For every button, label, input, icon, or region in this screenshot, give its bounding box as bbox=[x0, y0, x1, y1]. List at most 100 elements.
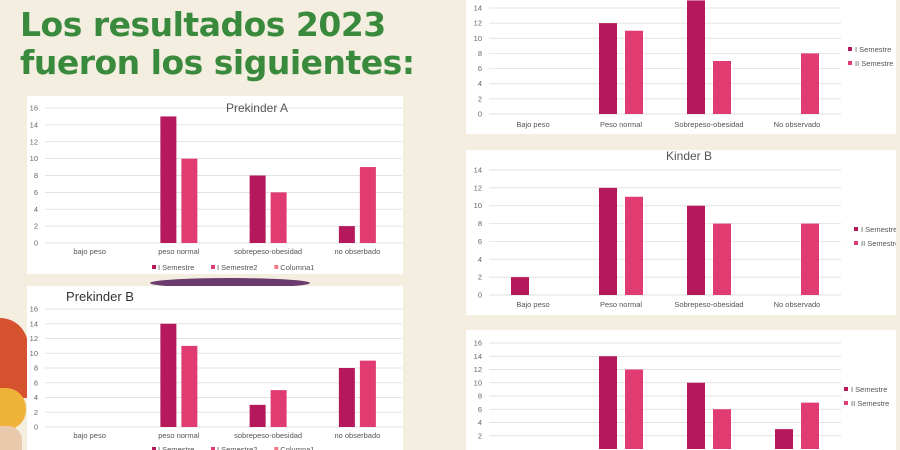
y-tick-label: 2 bbox=[34, 408, 38, 417]
y-tick-label: 12 bbox=[474, 365, 482, 374]
chart-title: Prekinder B bbox=[66, 289, 134, 304]
bar-prekinder-b-0-2 bbox=[249, 404, 266, 427]
y-tick-label: 10 bbox=[474, 34, 482, 43]
legend-label: I Semestre bbox=[158, 263, 194, 272]
chart-kinder-c: 2 4 6 8 10 12 14 16 I Semestre II Semestre bbox=[474, 339, 889, 449]
bar-prekinder-b-1-1 bbox=[181, 345, 198, 427]
y-tick-label: 4 bbox=[478, 79, 482, 88]
y-tick-label: 14 bbox=[30, 319, 38, 328]
bar-kinder-b-0-0 bbox=[511, 277, 529, 295]
legend-swatch bbox=[152, 265, 156, 269]
category-label: Bajo peso bbox=[516, 120, 549, 129]
y-tick-label: 2 bbox=[34, 222, 38, 231]
y-tick-label: 8 bbox=[478, 219, 482, 228]
category-label: No observado bbox=[774, 300, 821, 309]
y-tick-label: 2 bbox=[478, 431, 482, 440]
y-tick-label: 12 bbox=[474, 183, 482, 192]
bar-prekinder-a-0-1 bbox=[160, 116, 177, 243]
legend-swatch bbox=[274, 265, 279, 269]
category-label: Sobrepeso-obesidad bbox=[674, 300, 743, 309]
legend-label: I Semestre bbox=[855, 45, 891, 54]
y-tick-label: 14 bbox=[474, 352, 482, 361]
y-tick-label: 4 bbox=[478, 418, 482, 427]
legend-label: Columna1 bbox=[280, 445, 314, 450]
bar-kinder-c-0-1 bbox=[599, 356, 617, 449]
decorative-shapes bbox=[0, 318, 28, 450]
y-tick-label: 8 bbox=[34, 364, 38, 373]
bar-kinder-a-0-1 bbox=[599, 23, 617, 115]
bar-kinder-c-1-1 bbox=[625, 369, 643, 449]
bar-kinder-a-1-2 bbox=[713, 61, 731, 114]
y-tick-label: 12 bbox=[30, 334, 38, 343]
bar-prekinder-b-0-1 bbox=[160, 323, 177, 427]
y-tick-label: 4 bbox=[478, 255, 482, 264]
y-tick-label: 0 bbox=[34, 423, 38, 432]
chart-title: Prekinder A bbox=[226, 101, 288, 115]
legend-swatch bbox=[211, 265, 215, 269]
chart-kinder-b: 0 2 4 6 8 10 12 14 Kinder B Bajo peso Peso normal S… bbox=[474, 150, 896, 309]
legend-label: I Semestre2 bbox=[217, 445, 257, 450]
legend-label: I Semestre bbox=[861, 225, 896, 234]
category-label: No observado bbox=[774, 120, 821, 129]
bar-kinder-b-1-1 bbox=[625, 196, 643, 295]
legend-label: II Semestre bbox=[851, 399, 889, 408]
heading-line-1: Los resultados 2023 bbox=[20, 5, 386, 44]
legend-swatch bbox=[274, 447, 279, 450]
legend-swatch bbox=[854, 241, 858, 245]
legend-swatch bbox=[848, 61, 852, 65]
y-tick-label: 12 bbox=[474, 19, 482, 28]
chart-panel-kinder-a: 0 2 4 6 8 10 12 14 Bajo peso Peso normal Sobrepeso… bbox=[466, 0, 896, 134]
y-tick-label: 16 bbox=[30, 104, 38, 113]
bar-kinder-b-0-1 bbox=[599, 187, 617, 295]
chart-panel-prekinder-b: 0 2 4 6 8 10 12 14 16 Prekinder B bajo peso peso no… bbox=[27, 286, 403, 450]
legend-swatch bbox=[854, 227, 858, 231]
y-tick-label: 0 bbox=[478, 110, 482, 119]
bar-kinder-b-1-2 bbox=[713, 223, 731, 295]
category-label: peso normal bbox=[158, 431, 200, 440]
bar-kinder-a-1-1 bbox=[625, 30, 643, 114]
y-tick-label: 10 bbox=[474, 378, 482, 387]
bar-kinder-c-0-2 bbox=[687, 382, 705, 449]
bar-prekinder-a-0-2 bbox=[249, 175, 266, 243]
legend-label: II Semestre bbox=[861, 239, 896, 248]
y-tick-label: 4 bbox=[34, 393, 38, 402]
category-label: sobrepeso-obesidad bbox=[234, 431, 302, 440]
chart-prekinder-b: 0 2 4 6 8 10 12 14 16 Prekinder B bajo peso peso no… bbox=[30, 289, 402, 450]
y-tick-label: 14 bbox=[30, 120, 38, 129]
bar-prekinder-a-0-3 bbox=[338, 226, 355, 243]
bar-prekinder-b-1-2 bbox=[270, 390, 287, 427]
heading-line-2: fueron los siguientes: bbox=[20, 43, 415, 82]
legend-label: Columna1 bbox=[280, 263, 314, 272]
y-tick-label: 6 bbox=[478, 237, 482, 246]
category-label: bajo peso bbox=[73, 431, 106, 440]
y-tick-label: 16 bbox=[474, 339, 482, 348]
bar-kinder-a-1-3 bbox=[801, 53, 819, 114]
legend-swatch bbox=[848, 47, 852, 51]
y-tick-label: 6 bbox=[478, 64, 482, 73]
y-tick-label: 0 bbox=[34, 239, 38, 248]
y-tick-label: 8 bbox=[478, 49, 482, 58]
bar-kinder-b-1-3 bbox=[801, 223, 819, 295]
category-label: Peso normal bbox=[600, 120, 642, 129]
chart-kinder-a: 0 2 4 6 8 10 12 14 Bajo peso Peso normal Sobrepeso… bbox=[474, 0, 893, 129]
category-label: no obserbado bbox=[334, 431, 380, 440]
y-tick-label: 0 bbox=[478, 291, 482, 300]
category-label: Bajo peso bbox=[516, 300, 549, 309]
chart-prekinder-a: 0 2 4 6 8 10 12 14 16 Prekinder A bajo peso peso no… bbox=[30, 101, 402, 272]
bar-kinder-a-0-2 bbox=[687, 0, 705, 114]
legend-swatch bbox=[844, 401, 848, 405]
legend-swatch bbox=[844, 387, 848, 391]
chart-panel-kinder-c: 2 4 6 8 10 12 14 16 I Semestre II Semestre bbox=[466, 330, 896, 450]
y-tick-label: 6 bbox=[34, 378, 38, 387]
bar-prekinder-b-1-3 bbox=[359, 360, 376, 427]
y-tick-label: 8 bbox=[34, 171, 38, 180]
bar-prekinder-a-1-2 bbox=[270, 192, 287, 243]
y-tick-label: 6 bbox=[478, 405, 482, 414]
y-tick-label: 14 bbox=[474, 166, 482, 175]
y-tick-label: 10 bbox=[30, 349, 38, 358]
decor-leaf-shape bbox=[0, 318, 28, 398]
y-tick-label: 14 bbox=[474, 4, 482, 13]
legend-swatch bbox=[152, 447, 156, 450]
decor-wave bbox=[150, 278, 310, 288]
page-heading: Los resultados 2023 fueron los siguiente… bbox=[20, 6, 415, 82]
